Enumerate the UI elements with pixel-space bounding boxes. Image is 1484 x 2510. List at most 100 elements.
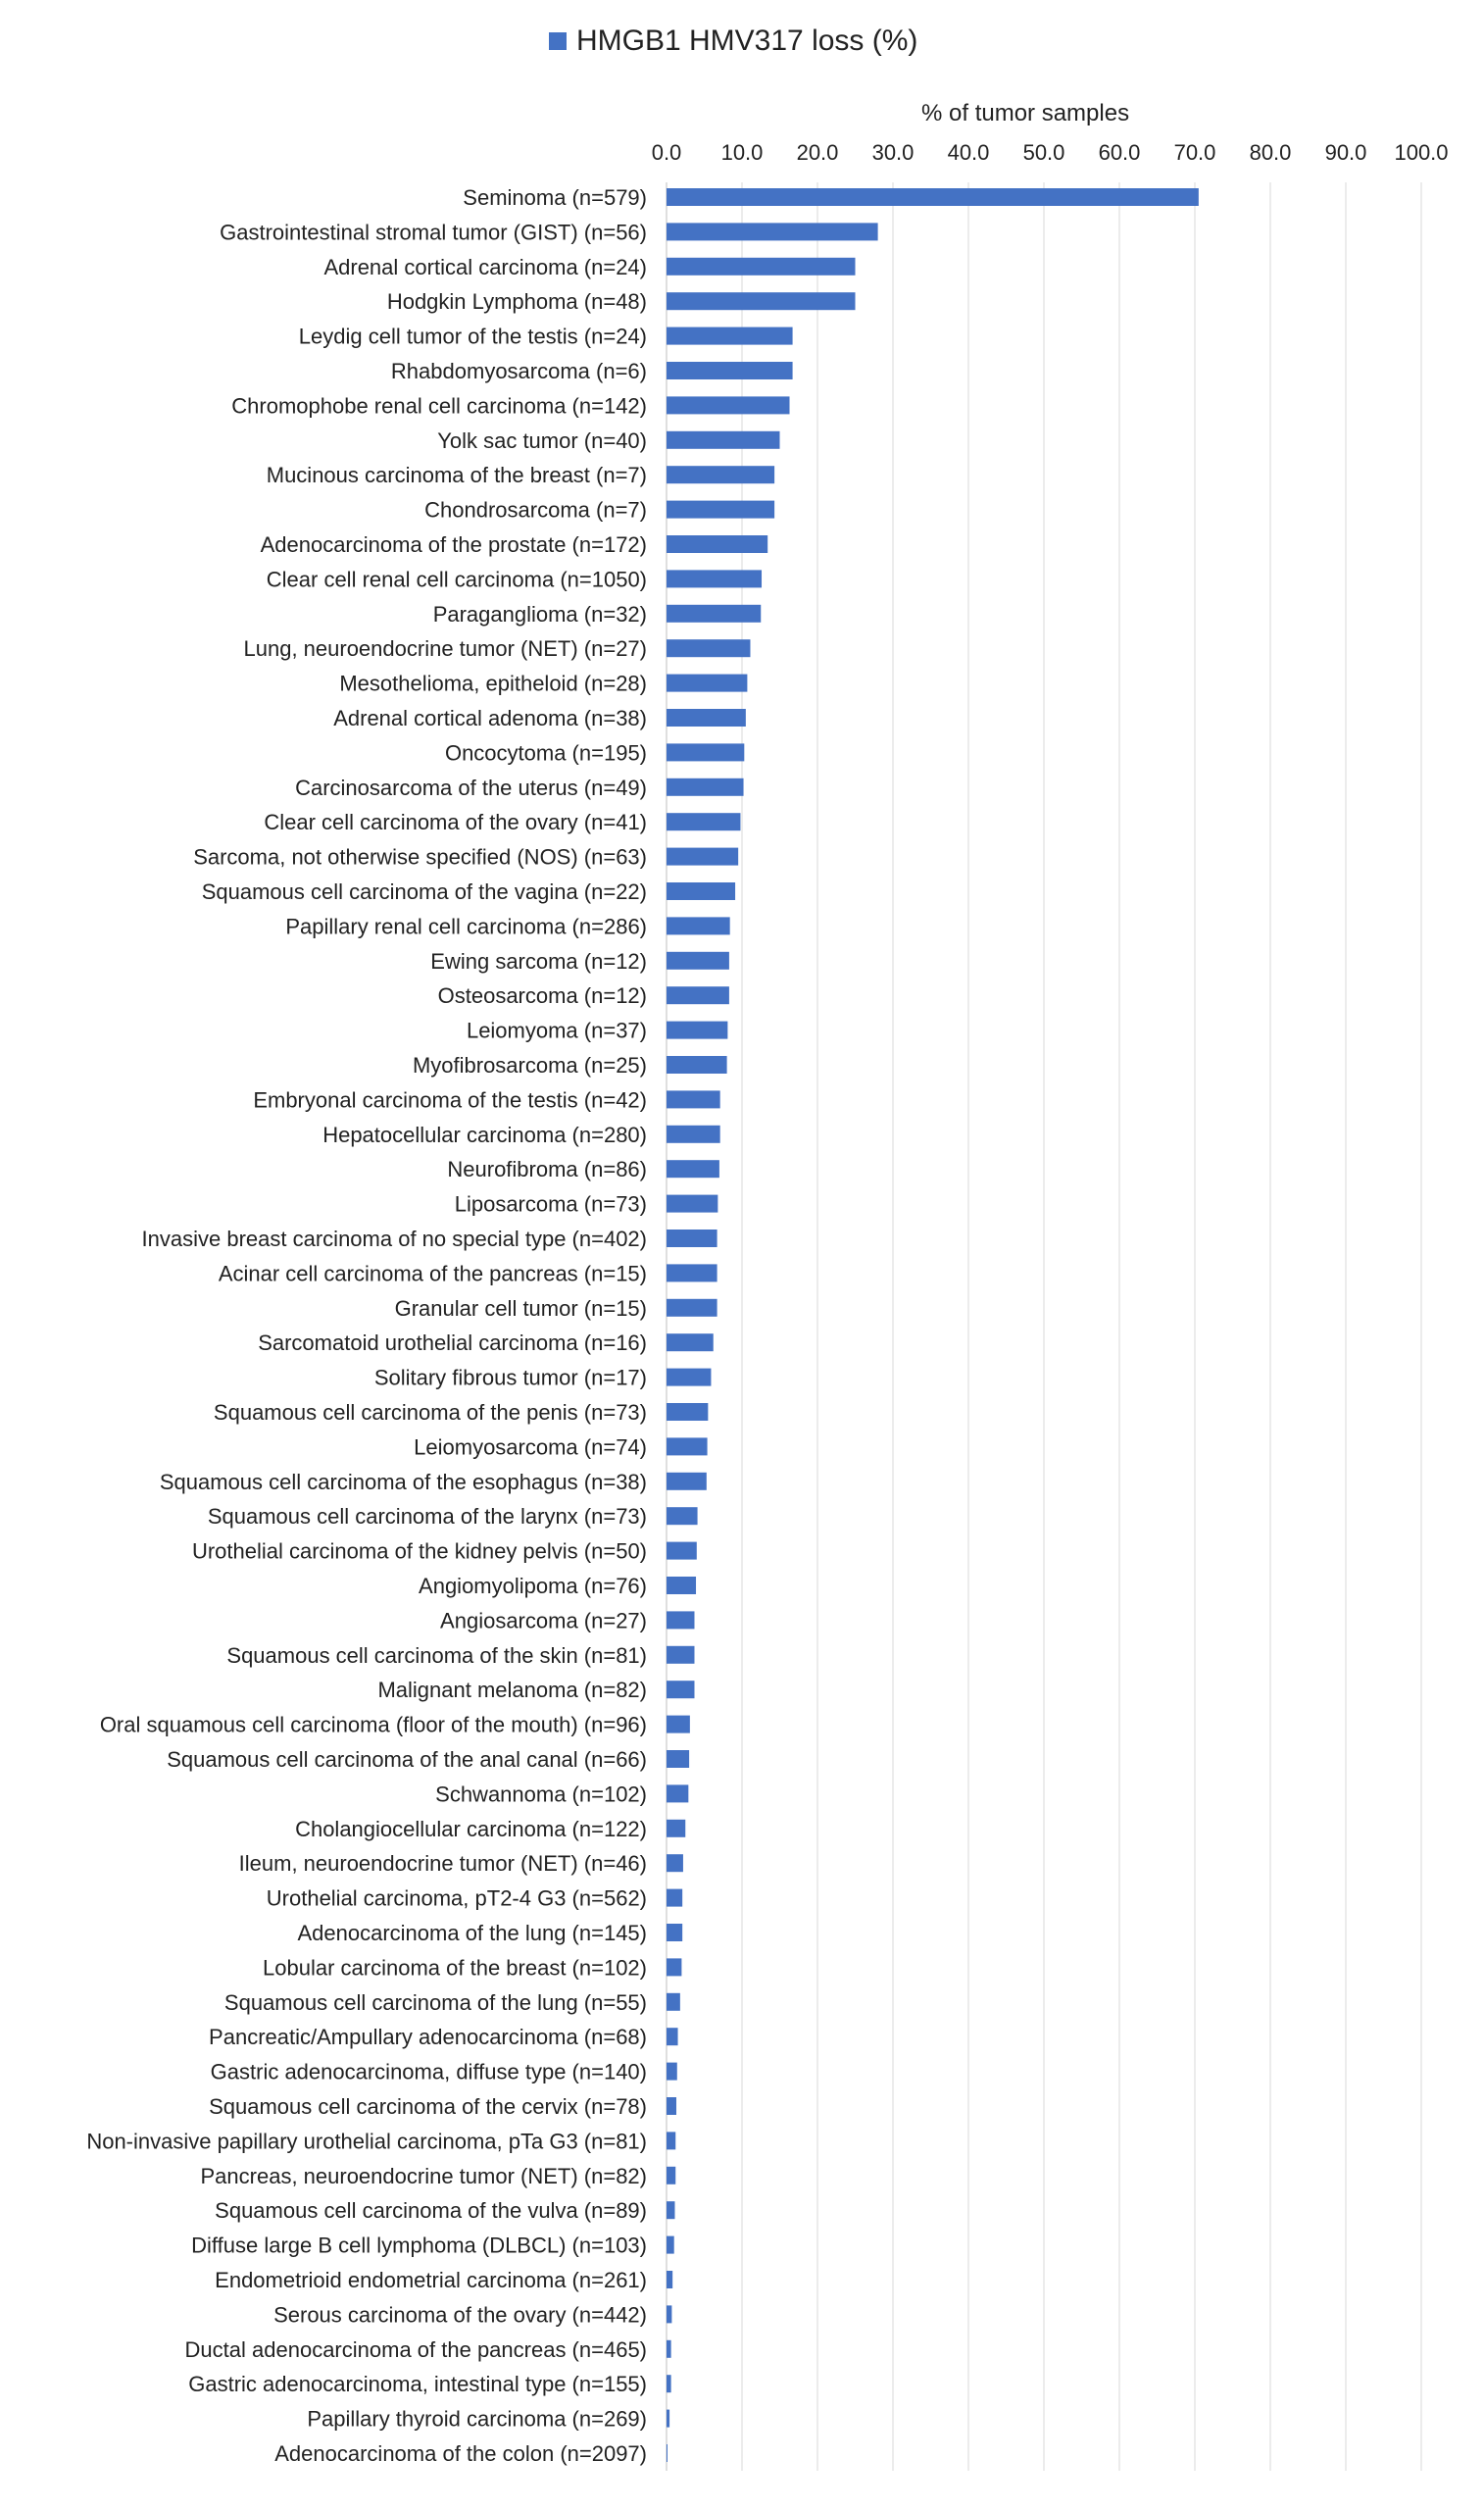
category-label: Squamous cell carcinoma of the larynx (n… — [208, 1504, 647, 1529]
bar — [667, 1403, 709, 1421]
category-label: Squamous cell carcinoma of the anal cana… — [167, 1747, 647, 1772]
category-label: Oral squamous cell carcinoma (floor of t… — [100, 1713, 647, 1737]
category-label: Squamous cell carcinoma of the skin (n=8… — [226, 1643, 647, 1668]
category-label: Invasive breast carcinoma of no special … — [142, 1227, 647, 1251]
category-label: Squamous cell carcinoma of the lung (n=5… — [224, 1990, 647, 2015]
category-label: Seminoma (n=579) — [463, 185, 647, 210]
bar — [667, 1577, 697, 1594]
category-label: Malignant melanoma (n=82) — [377, 1678, 647, 1702]
bar — [667, 326, 793, 345]
category-label: Chromophobe renal cell carcinoma (n=142) — [231, 393, 647, 418]
bar — [667, 1194, 718, 1213]
bar — [667, 882, 736, 900]
category-label: Liposarcoma (n=73) — [455, 1192, 647, 1217]
category-label: Ductal adenocarcinoma of the pancreas (n… — [185, 2337, 647, 2362]
bar — [667, 1888, 683, 1907]
category-label: Gastrointestinal stromal tumor (GIST) (n… — [220, 220, 647, 244]
category-label: Hodgkin Lymphoma (n=48) — [387, 289, 647, 314]
category-label: Squamous cell carcinoma of the esophagus… — [160, 1470, 647, 1494]
bar — [667, 1819, 686, 1837]
bar — [667, 1992, 680, 2011]
category-label: Serous carcinoma of the ovary (n=442) — [273, 2302, 647, 2327]
category-label: Yolk sac tumor (n=40) — [437, 428, 647, 453]
category-label: Paraganglioma (n=32) — [433, 602, 647, 627]
bar — [667, 2097, 677, 2115]
category-label: Non-invasive papillary urothelial carcin… — [86, 2129, 647, 2153]
bar — [667, 1645, 695, 1664]
category-label: Adenocarcinoma of the lung (n=145) — [297, 1921, 647, 1945]
category-label: Papillary thyroid carcinoma (n=269) — [307, 2407, 647, 2432]
category-label: Myofibrosarcoma (n=25) — [413, 1053, 647, 1078]
bar — [667, 1090, 720, 1109]
category-label: Squamous cell carcinoma of the penis (n=… — [214, 1400, 647, 1425]
x-tick-label: 70.0 — [1174, 140, 1216, 165]
category-label: Squamous cell carcinoma of the cervix (n… — [209, 2094, 647, 2119]
bar — [667, 917, 730, 935]
category-label: Oncocytoma (n=195) — [445, 740, 647, 765]
category-label: Pancreas, neuroendocrine tumor (NET) (n=… — [201, 2164, 648, 2188]
bar — [667, 188, 1199, 206]
bar — [667, 951, 729, 970]
legend-swatch — [549, 32, 567, 50]
bar — [667, 1472, 707, 1490]
category-label: Leiomyosarcoma (n=74) — [414, 1434, 647, 1459]
category-label: Adenocarcinoma of the colon (n=2097) — [274, 2441, 647, 2466]
bar — [667, 778, 744, 796]
bar — [667, 1958, 682, 1977]
bar — [667, 2028, 678, 2046]
bar — [667, 1541, 697, 1560]
bar — [667, 430, 780, 449]
bar — [667, 500, 775, 519]
x-tick-label: 40.0 — [948, 140, 990, 165]
category-label: Clear cell carcinoma of the ovary (n=41) — [264, 810, 647, 834]
x-tick-label: 0.0 — [652, 140, 682, 165]
category-label: Lung, neuroendocrine tumor (NET) (n=27) — [244, 636, 648, 661]
x-tick-label: 30.0 — [872, 140, 915, 165]
bar — [667, 2132, 676, 2150]
bar — [667, 2375, 671, 2393]
bar — [667, 1056, 727, 1074]
category-label: Chondrosarcoma (n=7) — [424, 498, 647, 523]
category-label: Clear cell renal cell carcinoma (n=1050) — [267, 567, 647, 591]
x-tick-label: 60.0 — [1099, 140, 1141, 165]
bar — [667, 743, 745, 762]
bar — [667, 639, 751, 658]
category-label: Solitary fibrous tumor (n=17) — [374, 1366, 647, 1390]
category-label: Adrenal cortical adenoma (n=38) — [333, 706, 647, 730]
bar — [667, 986, 729, 1005]
bar — [667, 466, 775, 484]
bar — [667, 2339, 671, 2358]
category-label: Sarcoma, not otherwise specified (NOS) (… — [193, 845, 647, 870]
category-label: Urothelial carcinoma, pT2-4 G3 (n=562) — [267, 1886, 647, 1911]
category-label: Papillary renal cell carcinoma (n=286) — [285, 914, 647, 938]
x-tick-label: 90.0 — [1325, 140, 1367, 165]
bar — [667, 2166, 676, 2184]
category-label: Acinar cell carcinoma of the pancreas (n… — [219, 1261, 647, 1285]
bar — [667, 535, 768, 553]
x-tick-label: 50.0 — [1023, 140, 1065, 165]
category-label: Rhabdomyosarcoma (n=6) — [391, 359, 647, 383]
x-tick-label: 80.0 — [1250, 140, 1292, 165]
bar — [667, 709, 746, 727]
bar — [667, 1854, 683, 1873]
bar — [667, 2444, 668, 2462]
bar — [667, 1611, 695, 1630]
bar — [667, 813, 741, 831]
category-label: Neurofibroma (n=86) — [447, 1157, 647, 1181]
category-label: Angiosarcoma (n=27) — [440, 1608, 647, 1632]
bar — [667, 1160, 719, 1179]
bar — [667, 1230, 717, 1247]
bar — [667, 2235, 674, 2254]
bar — [667, 1125, 720, 1143]
bar — [667, 1507, 698, 1526]
bar — [667, 2062, 677, 2081]
bar — [667, 2271, 673, 2288]
category-label: Embryonal carcinoma of the testis (n=42) — [253, 1087, 647, 1112]
x-tick-label: 20.0 — [797, 140, 839, 165]
category-label: Sarcomatoid urothelial carcinoma (n=16) — [258, 1330, 647, 1355]
bar — [667, 1715, 690, 1733]
bar — [667, 570, 763, 588]
x-axis-title: % of tumor samples — [921, 100, 1130, 126]
bar — [667, 1437, 708, 1456]
